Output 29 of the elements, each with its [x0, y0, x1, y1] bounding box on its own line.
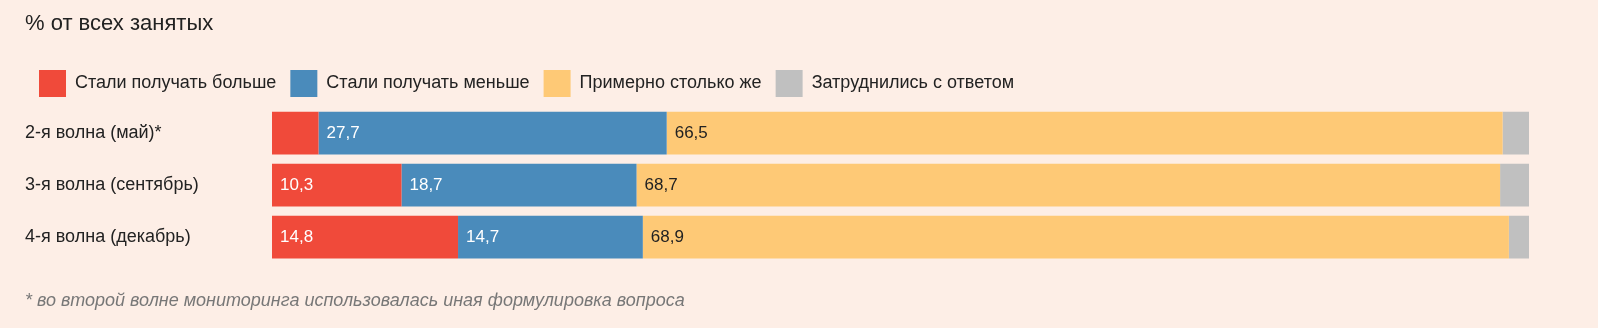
data-label: 14,8	[280, 226, 314, 246]
legend-label: Стали получать меньше	[326, 72, 530, 93]
bar	[272, 215, 459, 259]
chart-title: % от всех занятых	[25, 10, 214, 36]
bar	[458, 215, 643, 259]
legend-label: Затруднились с ответом	[811, 72, 1015, 93]
data-label: 68,7	[644, 174, 678, 194]
y-tick-label: 3-я волна (сентябрь)	[25, 174, 199, 195]
legend-label: Стали получать больше	[75, 72, 277, 93]
bar	[272, 163, 402, 207]
data-label: 27,7	[326, 122, 360, 142]
y-tick-label: 4-я волна (декабрь)	[25, 226, 191, 247]
y-tick-label: 2-я волна (май)*	[25, 122, 162, 142]
text: * во второй волне мониторинга использовалась иная формулировка вопроса	[25, 290, 685, 311]
data-label: 10,3	[280, 174, 314, 194]
bar	[1502, 111, 1529, 155]
bar	[642, 215, 1509, 259]
data-label: 66,5	[674, 122, 708, 142]
bar	[666, 111, 1503, 155]
data-label: 14,7	[466, 226, 500, 246]
data-label: 18,7	[409, 174, 443, 194]
data-label: 68,9	[650, 226, 684, 246]
bar	[272, 111, 319, 155]
bar	[1500, 163, 1529, 207]
legend-label: Примерно столько же	[579, 72, 762, 93]
bar	[318, 111, 667, 155]
bar	[636, 163, 1501, 207]
bar	[401, 163, 637, 207]
bar	[1508, 215, 1529, 259]
